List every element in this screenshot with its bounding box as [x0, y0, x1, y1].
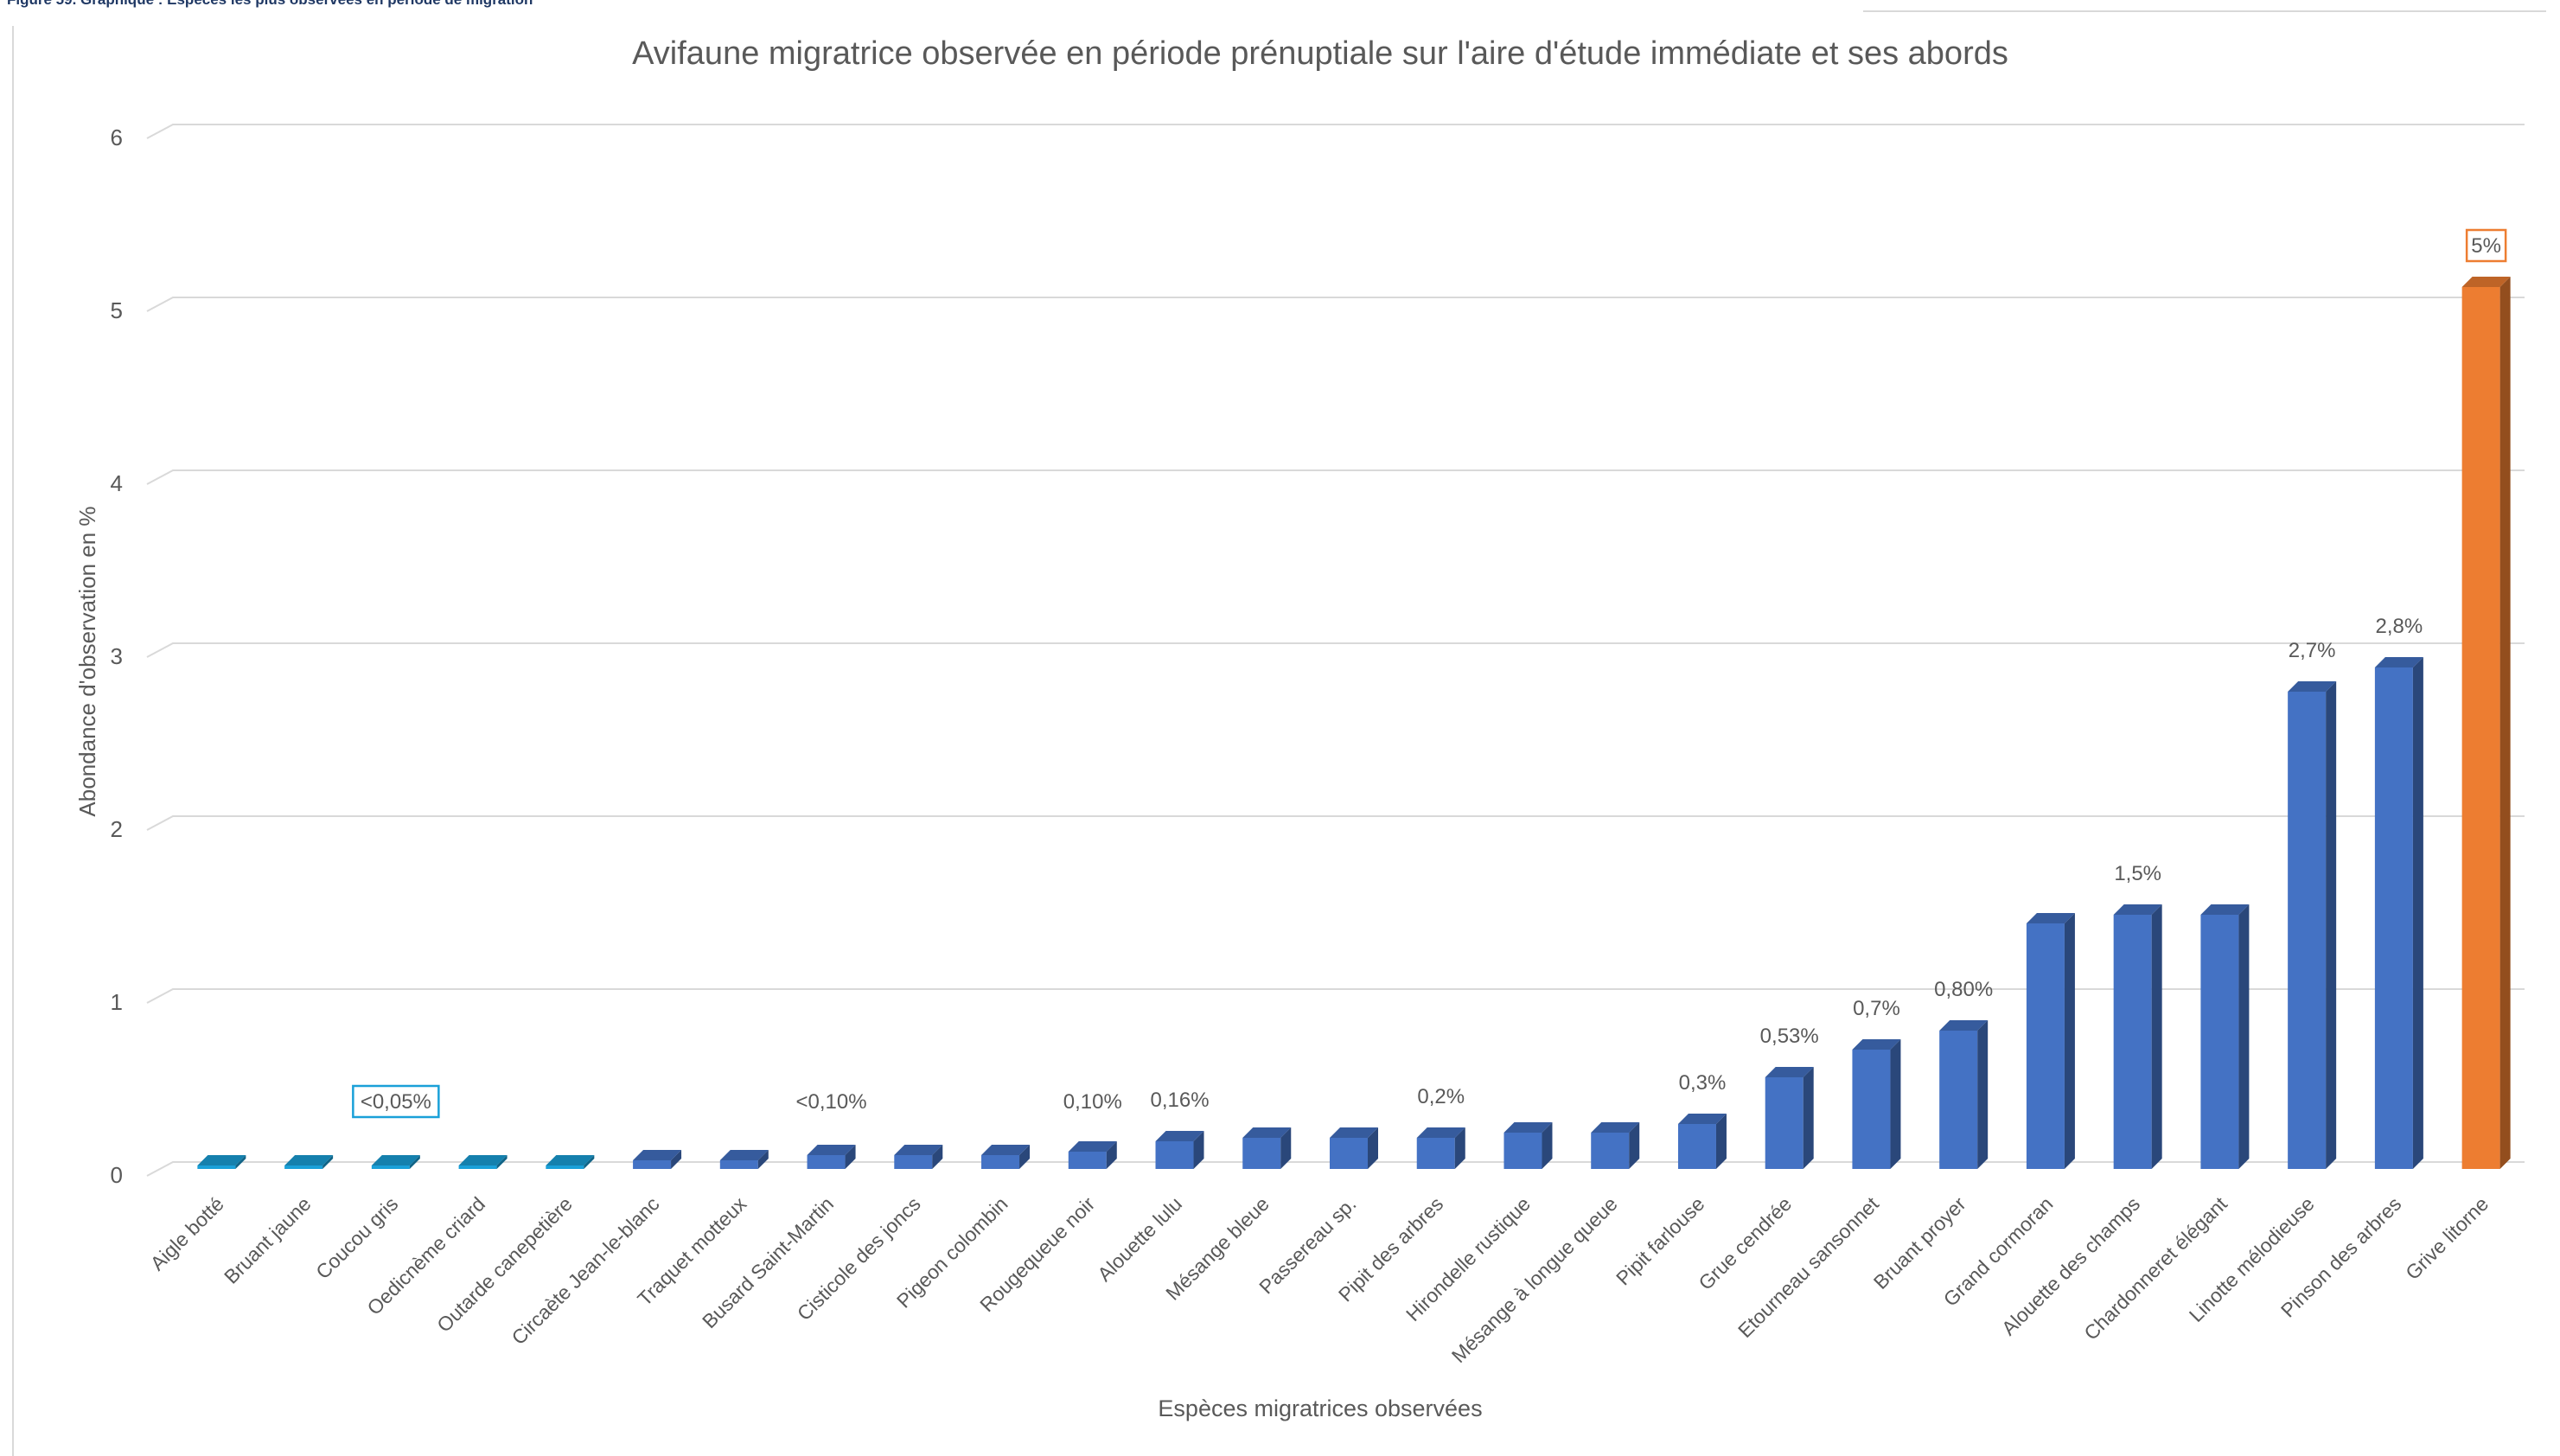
bar [1677, 1114, 1727, 1169]
bar [1503, 1122, 1553, 1169]
chart-title: Avifaune migratrice observée en période … [632, 35, 2008, 72]
svg-text:0,7%: 0,7% [1853, 997, 1900, 1020]
data-label: 2,8% [2376, 615, 2423, 638]
bar [1591, 1122, 1640, 1169]
bar [371, 1155, 420, 1169]
bar [894, 1145, 943, 1169]
y-tick-label: 1 [111, 989, 123, 1015]
bar [2288, 681, 2337, 1169]
y-tick-label: 0 [111, 1162, 123, 1188]
gridline [146, 815, 2525, 831]
y-tick-label: 2 [111, 816, 123, 842]
y-axis-label: Abondance d'observation en % [74, 506, 100, 816]
y-tick-label: 4 [111, 470, 123, 496]
data-label: 0,80% [1934, 978, 1993, 1001]
bar [458, 1155, 508, 1169]
x-tick-label: Coucou gris [311, 1192, 402, 1283]
bar [546, 1155, 595, 1169]
svg-text:<0,05%: <0,05% [361, 1090, 431, 1114]
x-tick-label: Chardonneret élégant [2079, 1192, 2231, 1344]
svg-text:<0,10%: <0,10% [796, 1090, 867, 1114]
bar [2026, 913, 2075, 1169]
gridline [146, 124, 2525, 139]
data-label: 1,5% [2114, 862, 2161, 885]
bar [719, 1150, 769, 1169]
x-tick-label: Bruant jaune [220, 1192, 316, 1288]
svg-text:2,8%: 2,8% [2376, 615, 2423, 638]
x-tick-label: Circaète Jean-le-blanc [508, 1192, 664, 1349]
bar [2200, 904, 2250, 1169]
bar [197, 1155, 246, 1169]
gridline [146, 469, 2525, 485]
bar [1416, 1127, 1465, 1169]
data-label: 0,7% [1853, 997, 1900, 1020]
bar [981, 1145, 1031, 1169]
x-tick-label: Etourneau sansonnet [1733, 1192, 1883, 1342]
frame-left-line [12, 26, 14, 1456]
svg-text:0,2%: 0,2% [1417, 1085, 1465, 1108]
y-tick-label: 6 [111, 125, 123, 150]
svg-text:0,53%: 0,53% [1760, 1025, 1819, 1048]
gridlines [146, 124, 2525, 1177]
svg-text:1,5%: 1,5% [2114, 862, 2161, 885]
data-label: <0,10% [796, 1090, 867, 1114]
bar [1852, 1039, 1901, 1169]
bar [2374, 657, 2423, 1169]
data-label: 0,10% [1063, 1090, 1122, 1114]
gridline [146, 1161, 2525, 1177]
x-tick-label: Aigle botté [146, 1192, 228, 1274]
bar [633, 1150, 682, 1169]
svg-text:5%: 5% [2471, 234, 2501, 258]
svg-text:0,16%: 0,16% [1150, 1089, 1209, 1112]
data-label: 5% [2465, 228, 2507, 263]
bars [197, 277, 2511, 1169]
svg-text:0,80%: 0,80% [1934, 978, 1993, 1001]
data-label: 0,16% [1150, 1089, 1209, 1112]
bar [1242, 1127, 1292, 1169]
bar [1068, 1141, 1117, 1169]
gridline [146, 642, 2525, 658]
bar [1939, 1020, 1989, 1169]
data-labels: <0,05% <0,10% 0,10% 0,16% 0,2% 0,3% 0,53% 0,7% 0… [352, 228, 2507, 1119]
svg-text:0,3%: 0,3% [1679, 1071, 1727, 1095]
bar [2113, 904, 2162, 1169]
gridline [146, 988, 2525, 1004]
data-label: <0,05% [352, 1084, 440, 1119]
bar [1330, 1127, 1378, 1169]
gridline [146, 297, 2525, 312]
frame-top-line [1863, 10, 2546, 12]
data-label: 0,3% [1679, 1071, 1727, 1095]
x-axis-label: Espèces migratrices observées [1158, 1395, 1482, 1421]
bar [1765, 1067, 1814, 1169]
y-tick-label: 3 [111, 643, 123, 669]
data-label: 2,7% [2289, 639, 2336, 662]
x-tick-label: Grive litorne [2401, 1192, 2493, 1284]
y-tick-label: 5 [111, 297, 123, 323]
svg-text:0,10%: 0,10% [1063, 1090, 1122, 1114]
x-tick-label: Pipit farlouse [1612, 1192, 1708, 1289]
bar [2461, 277, 2511, 1169]
figure-caption: Figure 59. Graphique : Espèces les plus … [7, 0, 533, 9]
bar [1155, 1131, 1204, 1169]
data-label: 0,53% [1760, 1025, 1819, 1048]
bar [807, 1145, 856, 1169]
svg-text:2,7%: 2,7% [2289, 639, 2336, 662]
x-tick-label: Alouette lulu [1093, 1192, 1186, 1286]
bar [284, 1155, 334, 1169]
x-tick-label: Mésange à longue queue [1447, 1192, 1622, 1367]
data-label: 0,2% [1417, 1085, 1465, 1108]
